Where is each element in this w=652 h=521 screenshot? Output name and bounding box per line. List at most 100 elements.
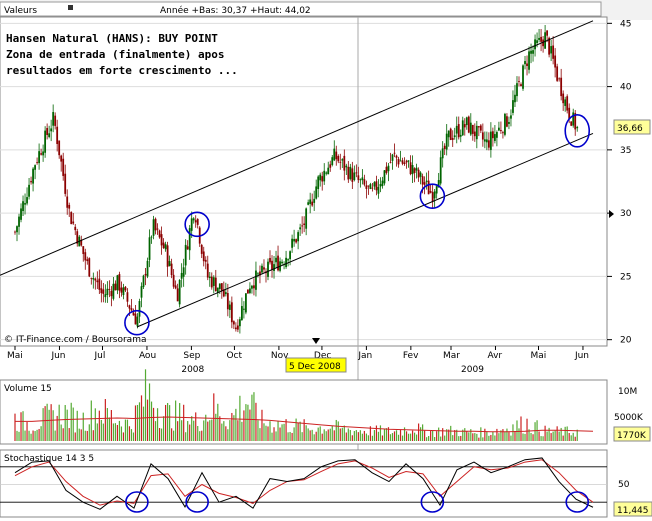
candle-body [186, 246, 189, 250]
candle-body [433, 191, 436, 199]
candle-body [160, 234, 163, 246]
volume-bar [275, 431, 277, 441]
volume-bar [167, 403, 169, 441]
candle-body [156, 228, 159, 230]
volume-bar [46, 403, 48, 441]
volume-bar [44, 406, 46, 441]
volume-bar [128, 426, 131, 441]
candle-body [255, 270, 257, 290]
volume-bar [560, 427, 562, 441]
stochastic-circle [125, 491, 149, 513]
candle-body [134, 313, 137, 325]
volume-bar [132, 432, 135, 441]
candle-body [542, 39, 544, 47]
volume-bar [411, 430, 414, 441]
candle-body [90, 277, 93, 279]
price-tick-label: 25 [620, 272, 631, 282]
volume-bar [363, 430, 365, 441]
candle-body [365, 185, 368, 189]
stochastic-d-line [14, 459, 594, 506]
stochastic-panel [0, 449, 608, 518]
x-tick-label: Fev [403, 351, 419, 361]
candle-body [172, 274, 175, 287]
volume-last-tag [613, 426, 651, 442]
volume-bar [24, 430, 26, 441]
candle-body [307, 202, 310, 205]
candle-body [536, 40, 538, 44]
volume-bar [359, 430, 361, 441]
candle-body [411, 165, 414, 175]
volume-bar [438, 427, 440, 441]
dropdown-icon[interactable] [68, 5, 73, 10]
candle-body [106, 288, 109, 295]
volume-bar [281, 424, 283, 441]
volume-bar [76, 410, 78, 441]
stochastic-circle [420, 491, 445, 513]
volume-bar [309, 430, 311, 441]
candle-body [455, 125, 458, 134]
volume-bar [152, 407, 155, 441]
volume-bar [175, 400, 177, 441]
x-tick-label: Jun [50, 351, 65, 361]
volume-bar [474, 433, 476, 441]
candle-body [305, 208, 308, 229]
candle-body [26, 197, 28, 204]
candle-body [405, 160, 408, 163]
candle-body [152, 219, 155, 236]
candle-body [158, 230, 161, 238]
candle-body [385, 166, 388, 173]
volume-bar [68, 428, 70, 441]
candle-body [574, 113, 577, 130]
volume-bar [295, 418, 297, 441]
candle-body [178, 279, 181, 305]
volume-bar [428, 436, 430, 441]
volume-bar [249, 409, 251, 441]
volume-bar [293, 427, 295, 441]
x-tick-label: Nov [271, 351, 289, 361]
candle-body [335, 151, 338, 160]
candle-body [58, 140, 61, 156]
buy-point-circle [184, 211, 210, 238]
volume-bar [351, 435, 353, 441]
volume-bar [436, 431, 438, 441]
candle-body [54, 115, 57, 126]
volume-bar [82, 412, 84, 441]
candle-body [421, 176, 424, 185]
candle-body [315, 186, 318, 199]
candle-body [309, 199, 312, 204]
volume-bar [160, 428, 163, 441]
volume-bar [58, 404, 60, 441]
volume-bar [64, 405, 66, 441]
volume-bar [345, 432, 347, 441]
volume-bar [498, 433, 500, 441]
candle-body [144, 273, 147, 276]
volume-bar [231, 412, 233, 441]
volume-bar [271, 432, 273, 441]
candle-body [74, 226, 77, 231]
scroll-marker-icon[interactable] [312, 338, 320, 344]
volume-bar [315, 431, 317, 441]
volume-bar [540, 436, 542, 441]
instrument-selector[interactable] [0, 1, 602, 17]
volume-bar [14, 413, 16, 441]
volume-bar [146, 399, 149, 441]
candle-body [28, 184, 30, 197]
volume-bar [251, 394, 253, 441]
candle-body [240, 306, 243, 321]
volume-bar [241, 421, 243, 441]
volume-bar [329, 428, 331, 441]
date-marker [285, 357, 347, 373]
candle-body [174, 285, 177, 289]
candle-body [277, 255, 279, 271]
candle-body [353, 172, 356, 181]
volume-bar [30, 433, 32, 441]
x-tick-label: Aou [139, 351, 156, 361]
price-tick-label: 20 [620, 336, 632, 346]
candle-body [534, 39, 536, 50]
volume-bar [355, 430, 357, 441]
x-tick-label: Sep [183, 351, 200, 361]
x-tick-label: Mar [443, 351, 460, 361]
volume-bar [287, 432, 289, 441]
candle-body [429, 190, 432, 193]
candle-body [291, 238, 293, 248]
